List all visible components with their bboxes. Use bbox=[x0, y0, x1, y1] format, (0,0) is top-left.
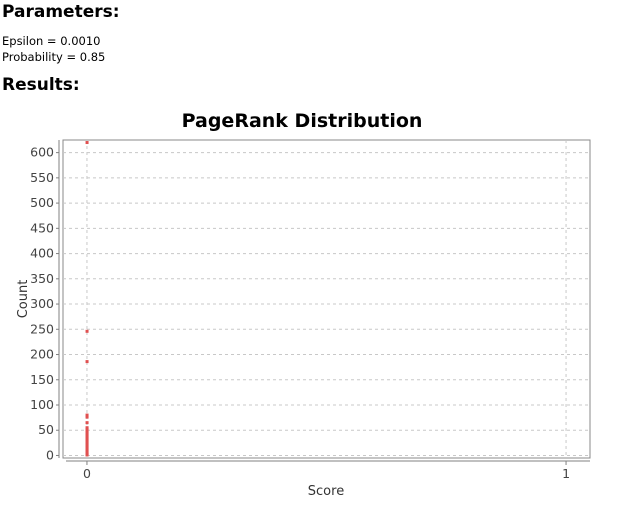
x-tick-label: 1 bbox=[562, 466, 570, 481]
y-tick-label: 600 bbox=[30, 145, 54, 160]
data-point bbox=[85, 432, 89, 436]
y-tick-label: 200 bbox=[30, 347, 54, 362]
results-heading: Results: bbox=[2, 75, 80, 95]
data-point bbox=[85, 438, 89, 442]
data-point bbox=[85, 429, 89, 433]
data-point bbox=[85, 444, 89, 448]
grid-lines bbox=[63, 140, 590, 458]
y-tick-label: 250 bbox=[30, 321, 54, 336]
x-axis-label: Score bbox=[308, 484, 344, 499]
probability-label: Probability bbox=[2, 50, 63, 64]
data-point bbox=[85, 436, 89, 440]
data-point bbox=[85, 421, 89, 425]
pagerank-distribution-chart: PageRank Distribution 0 50 100 150 200 250 300… bbox=[16, 110, 591, 499]
y-tick-label: 550 bbox=[30, 170, 54, 185]
data-point bbox=[85, 141, 89, 145]
data-point bbox=[85, 329, 89, 333]
y-tick-label: 450 bbox=[30, 220, 54, 235]
data-point bbox=[85, 426, 89, 430]
data-points bbox=[85, 141, 89, 457]
y-tick-label: 0 bbox=[46, 447, 54, 462]
x-tick-label: 0 bbox=[83, 466, 91, 481]
epsilon-label: Epsilon bbox=[2, 34, 44, 48]
parameters-heading: Parameters: bbox=[2, 2, 120, 22]
epsilon-value: 0.0010 bbox=[60, 34, 101, 48]
probability-value: 0.85 bbox=[79, 50, 106, 64]
epsilon-parameter: Epsilon = 0.0010 bbox=[2, 34, 101, 48]
plot-area bbox=[62, 139, 591, 459]
data-point bbox=[85, 442, 89, 446]
data-point bbox=[85, 450, 89, 454]
y-tick-label: 150 bbox=[30, 372, 54, 387]
data-point bbox=[85, 445, 89, 449]
data-point bbox=[85, 441, 89, 445]
y-tick-label: 500 bbox=[30, 195, 54, 210]
data-point bbox=[85, 447, 89, 451]
data-point bbox=[85, 427, 89, 431]
data-point bbox=[85, 448, 89, 452]
y-tick-label: 100 bbox=[30, 397, 54, 412]
data-point bbox=[85, 415, 89, 419]
data-point bbox=[85, 453, 89, 457]
data-point bbox=[85, 413, 89, 417]
y-tick-label: 400 bbox=[30, 246, 54, 261]
y-tick-label: 50 bbox=[38, 422, 54, 437]
y-axis-label: Count bbox=[16, 280, 31, 319]
chart-title: PageRank Distribution bbox=[182, 110, 423, 132]
probability-parameter: Probability = 0.85 bbox=[2, 50, 106, 64]
data-point bbox=[85, 430, 89, 434]
data-point bbox=[85, 433, 89, 437]
data-point bbox=[85, 360, 89, 364]
data-point bbox=[85, 439, 89, 443]
y-tick-labels: 0 50 100 150 200 250 300 350 400 450 500 550 600 bbox=[30, 145, 59, 462]
y-tick-label: 300 bbox=[30, 296, 54, 311]
y-tick-label: 350 bbox=[30, 271, 54, 286]
data-point bbox=[85, 435, 89, 439]
